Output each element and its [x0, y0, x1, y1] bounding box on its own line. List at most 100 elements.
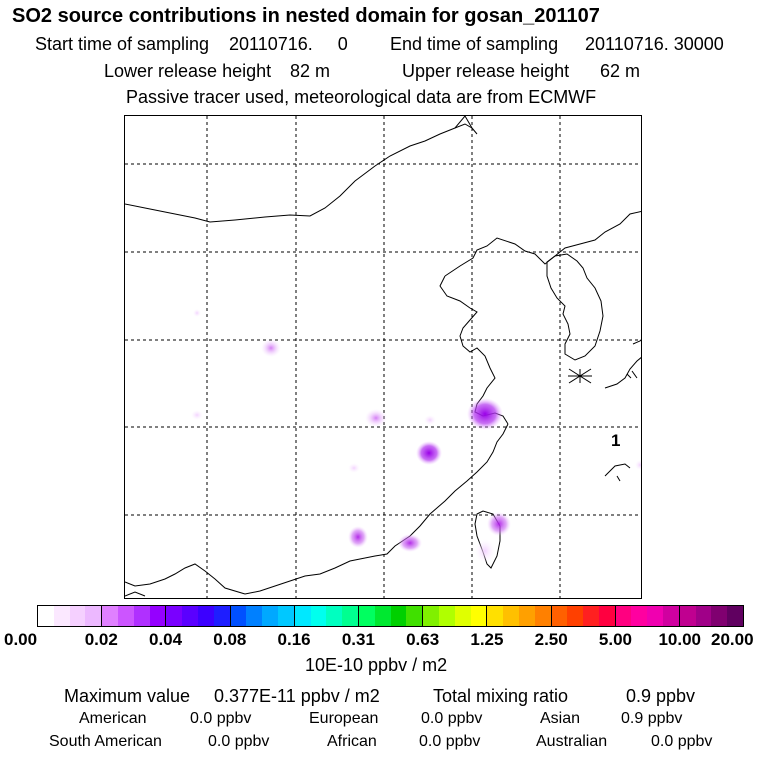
start-time-label: Start time of sampling [35, 34, 210, 54]
colorbar-segment [277, 606, 295, 626]
hotspot-faint-3 [191, 410, 203, 420]
japan-south [604, 357, 641, 389]
colorbar-tick-label: 0.63 [406, 630, 440, 649]
colorbar-segment [567, 606, 584, 626]
colorbar-segment [38, 606, 54, 626]
colorbar-segment [102, 606, 118, 626]
taiwan [474, 510, 501, 569]
colorbar-segment [246, 606, 263, 626]
graticule [125, 116, 641, 598]
colorbar-segment [358, 606, 375, 626]
colorbar-segment [406, 606, 424, 626]
max-value-label: Maximum value [64, 686, 191, 706]
european-value: 0.0 ppbv [421, 710, 483, 727]
hotspot-southeast-coast [398, 534, 422, 552]
colorbar-tick-label: 0.08 [213, 630, 247, 649]
american-value: 0.0 ppbv [190, 710, 252, 727]
colorbar-segment [663, 606, 680, 626]
border-north [454, 116, 466, 129]
colorbar-segment [294, 606, 311, 626]
colorbar-segment [551, 606, 568, 626]
colorbar-unit: 10E-10 ppbv / m2 [305, 655, 448, 675]
colorbar-segment [695, 606, 712, 626]
end-time-value: 20110716. 30000 [585, 34, 724, 54]
coastlines [125, 116, 641, 597]
colorbar-segment [390, 606, 407, 626]
asian-value: 0.9 ppbv [621, 710, 683, 727]
colorbar-tick-label: 0.16 [277, 630, 311, 649]
colorbar-segment [53, 606, 70, 626]
colorbar-segment [647, 606, 664, 626]
colorbar-segment [230, 606, 247, 626]
colorbar-segment [615, 606, 632, 626]
lower-height-label: Lower release height [104, 61, 272, 81]
china-coast-south [364, 423, 509, 559]
colorbar-tick-label: 20.00 [711, 630, 754, 649]
hotspot-shanghai [467, 398, 503, 430]
northeast-border [444, 210, 641, 277]
australian-label: Australian [536, 733, 608, 750]
colorbar-segment [487, 606, 504, 626]
hotspot-faint-1 [424, 415, 436, 425]
tracer-note: Passive tracer used, meteorological data… [126, 87, 597, 107]
colorbar-tick-label: 10.00 [658, 630, 701, 649]
south-american-value: 0.0 ppbv [208, 733, 270, 750]
colorbar-segment [197, 606, 214, 626]
colorbar-segment [310, 606, 327, 626]
concentration-field [191, 309, 641, 563]
american-label: American [79, 710, 147, 727]
end-time-label: End time of sampling [390, 34, 559, 54]
colorbar-tick-label: 2.50 [534, 630, 568, 649]
upper-height-value: 62 m [600, 61, 641, 81]
south-coast [244, 557, 366, 595]
colorbar-segment [503, 606, 519, 626]
south-american-label: South American [49, 733, 162, 750]
receptor-number: 1 [611, 431, 620, 450]
colorbar-segment [583, 606, 599, 626]
colorbar-segment [598, 606, 616, 626]
colorbar-segment [438, 606, 455, 626]
colorbar-segment [454, 606, 471, 626]
hotspot-faint-2 [348, 463, 360, 473]
colorbar-tick-label: 5.00 [598, 630, 632, 649]
hotspot-south-inland [348, 526, 368, 548]
hotspot-taiwan [487, 512, 511, 536]
colorbar-segment [326, 606, 343, 626]
hotspot-central [365, 409, 387, 427]
hotspot-faint-4 [193, 309, 201, 317]
kyushu-coast [604, 463, 631, 477]
african-value: 0.0 ppbv [419, 733, 481, 750]
max-value: 0.377E-11 ppbv / m2 [214, 686, 380, 706]
colorbar-segment [631, 606, 648, 626]
total-mixing-label: Total mixing ratio [433, 686, 569, 706]
colorbar-segment [711, 606, 728, 626]
page-title: SO2 source contributions in nested domai… [12, 5, 600, 27]
colorbar-segment [262, 606, 278, 626]
colorbar-segment [133, 606, 150, 626]
map-svg: 1 [125, 116, 641, 598]
hotspot-east-central [416, 441, 442, 465]
colorbar-segment [85, 606, 103, 626]
colorbar-segment [727, 606, 744, 626]
colorbar-segment [374, 606, 391, 626]
asian-label: Asian [540, 710, 581, 727]
upper-height-label: Upper release height [402, 61, 570, 81]
total-mixing-value: 0.9 ppbv [626, 686, 696, 706]
colorbar-segment [534, 606, 552, 626]
colorbar-segment [117, 606, 134, 626]
map-panel: 1 [124, 115, 642, 599]
colorbar-segment [182, 606, 198, 626]
vietnam-border [125, 563, 246, 595]
colorbar-segment [149, 606, 167, 626]
colorbar-tick-label: 0.02 [84, 630, 118, 649]
colorbar-segment [166, 606, 183, 626]
lower-height-value: 82 m [290, 61, 331, 81]
mongolia-border [125, 123, 473, 223]
start-time-value: 20110716. 0 [229, 34, 348, 54]
hotspot-north-inland [261, 339, 281, 357]
colorbar-segment [423, 606, 439, 626]
european-label: European [309, 710, 379, 727]
korea [546, 253, 604, 361]
african-label: African [327, 733, 377, 750]
colorbar-tick-label: 1.25 [470, 630, 504, 649]
